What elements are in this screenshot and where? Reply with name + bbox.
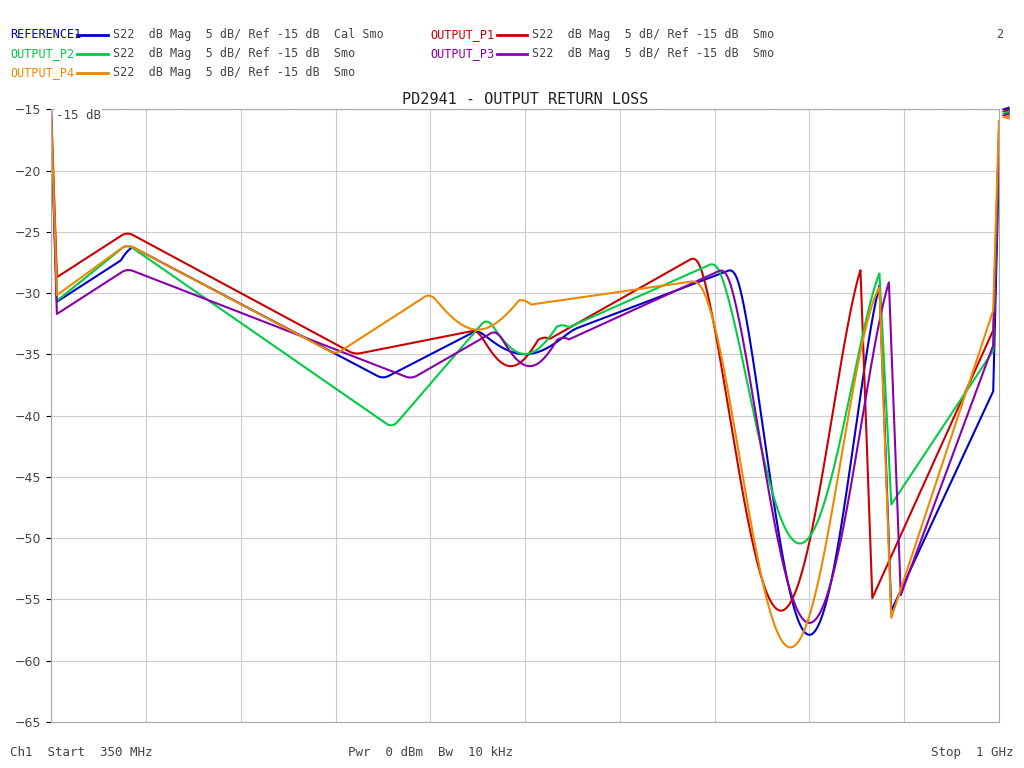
Text: OUTPUT_P1: OUTPUT_P1 [430, 28, 495, 41]
Text: REFERENCE1: REFERENCE1 [10, 28, 82, 41]
Text: ◄: ◄ [1000, 108, 1010, 118]
Text: S22  dB Mag  5 dB/ Ref -15 dB  Smo: S22 dB Mag 5 dB/ Ref -15 dB Smo [113, 67, 355, 79]
Title: PD2941 - OUTPUT RETURN LOSS: PD2941 - OUTPUT RETURN LOSS [401, 92, 648, 107]
Text: Ch1  Start  350 MHz: Ch1 Start 350 MHz [10, 746, 153, 759]
Text: S22  dB Mag  5 dB/ Ref -15 dB  Smo: S22 dB Mag 5 dB/ Ref -15 dB Smo [532, 28, 775, 41]
Text: OUTPUT_P3: OUTPUT_P3 [430, 48, 495, 60]
Text: -15 dB: -15 dB [56, 109, 101, 122]
Text: ◄: ◄ [1000, 106, 1010, 116]
Text: ◄: ◄ [1000, 104, 1010, 114]
Text: Stop  1 GHz: Stop 1 GHz [931, 746, 1014, 759]
Text: 2: 2 [996, 28, 1004, 41]
Text: S22  dB Mag  5 dB/ Ref -15 dB  Smo: S22 dB Mag 5 dB/ Ref -15 dB Smo [532, 48, 775, 60]
Text: ◄: ◄ [1000, 111, 1010, 121]
Text: ◄: ◄ [1000, 110, 1010, 120]
Text: OUTPUT_P2: OUTPUT_P2 [10, 48, 75, 60]
Text: S22  dB Mag  5 dB/ Ref -15 dB  Smo: S22 dB Mag 5 dB/ Ref -15 dB Smo [113, 48, 355, 60]
Text: S22  dB Mag  5 dB/ Ref -15 dB  Cal Smo: S22 dB Mag 5 dB/ Ref -15 dB Cal Smo [113, 28, 383, 41]
Text: Pwr  0 dBm  Bw  10 kHz: Pwr 0 dBm Bw 10 kHz [347, 746, 513, 759]
Text: OUTPUT_P4: OUTPUT_P4 [10, 67, 75, 79]
